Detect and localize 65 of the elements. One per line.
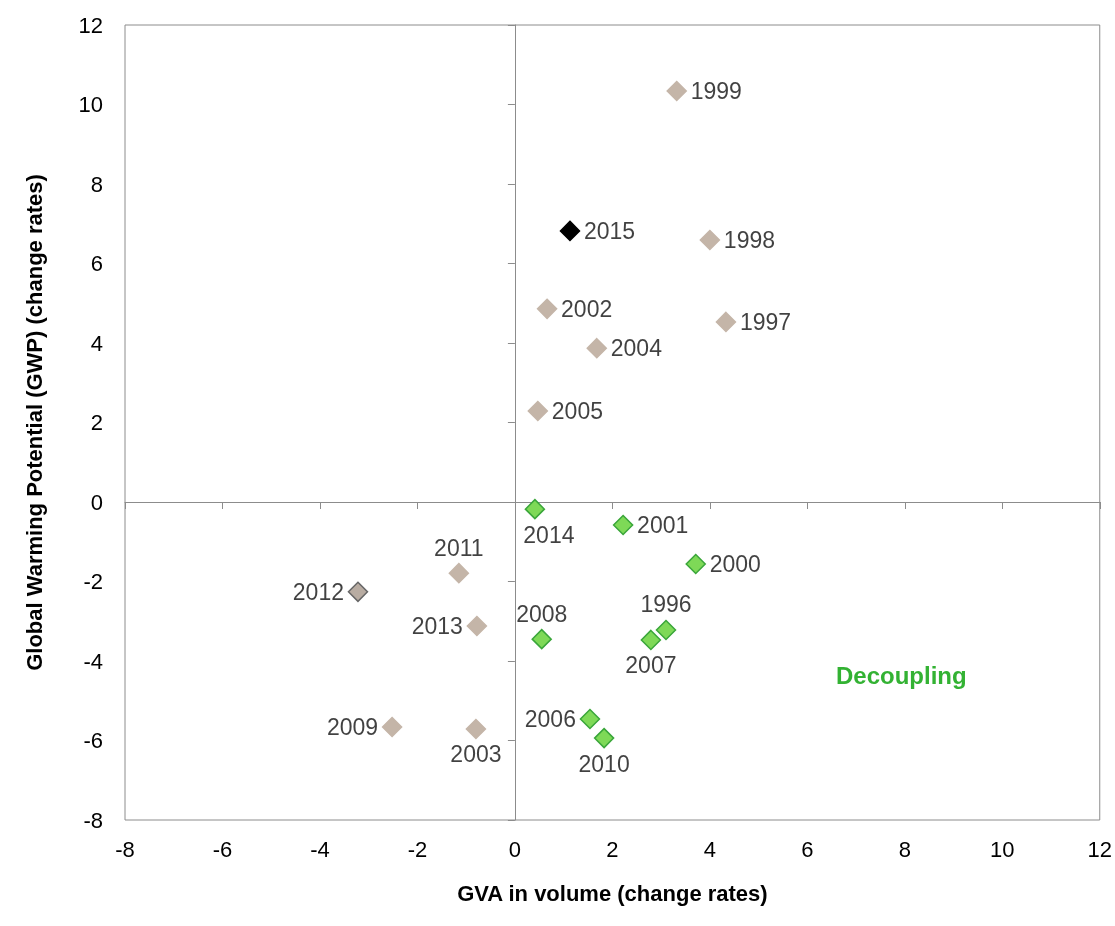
- annotation: 2015: [583, 217, 636, 244]
- x-tick-label: 10: [990, 836, 1015, 862]
- annotation: 1998: [723, 227, 776, 254]
- y-tick-label: 4: [90, 330, 103, 356]
- y-tick-label: 12: [78, 12, 103, 38]
- point: [465, 718, 487, 740]
- point: [466, 615, 488, 637]
- point: [666, 80, 687, 102]
- point: [448, 562, 470, 584]
- annotation: 2007: [625, 652, 677, 679]
- annotation: 2002: [561, 295, 613, 322]
- annotation: 1999: [690, 77, 742, 104]
- point: [536, 298, 558, 320]
- annotation: 2014: [523, 521, 575, 548]
- x-tick-label: 8: [898, 836, 911, 862]
- y-tick-label: 6: [90, 251, 103, 276]
- point: [347, 581, 369, 603]
- annotation: 2008: [516, 600, 568, 627]
- annotation: 2004: [610, 335, 663, 362]
- point: [715, 311, 737, 333]
- x-tick-label: 6: [801, 836, 814, 862]
- annotation: 2001: [637, 512, 689, 539]
- x-tick-label: 0: [508, 836, 522, 862]
- y-axis-title: Global Warming Potential (GWP) (change rates): [21, 174, 47, 671]
- annotation: 2003: [450, 741, 502, 768]
- point: [381, 716, 403, 738]
- y-tick-label: -8: [83, 807, 103, 833]
- annotation: 1997: [739, 308, 792, 335]
- annotation: 2000: [709, 551, 761, 578]
- annotation: 2005: [551, 397, 603, 424]
- annotation: 2006: [524, 706, 576, 733]
- point: [685, 553, 706, 575]
- point: [586, 337, 608, 359]
- point: [655, 619, 677, 641]
- x-tick-label: -6: [212, 836, 233, 862]
- x-tick-label: -8: [115, 836, 135, 862]
- annotation: 2009: [326, 713, 379, 740]
- y-tick-label: 10: [78, 92, 103, 117]
- y-tick-label: 2: [90, 410, 103, 435]
- y-tick-label: -2: [83, 569, 103, 594]
- x-tick-label: -2: [407, 836, 428, 862]
- x-tick-label: 2: [606, 836, 619, 862]
- point: [579, 708, 601, 730]
- x-axis-title: GVA in volume (change rates): [457, 880, 768, 906]
- point: [612, 514, 634, 536]
- annotation: 1996: [640, 591, 692, 618]
- y-tick-label: -6: [83, 728, 103, 753]
- y-tick-label: 0: [90, 489, 103, 515]
- y-tick-label: -4: [83, 648, 103, 674]
- point: [531, 628, 552, 650]
- point: [699, 229, 721, 251]
- annotation: 2011: [434, 534, 484, 561]
- point: [593, 727, 615, 749]
- y-tick-label: 8: [90, 171, 103, 197]
- point: [559, 220, 581, 242]
- x-tick-label: 12: [1087, 836, 1113, 862]
- x-tick-label: -4: [310, 836, 330, 862]
- x-tick-label: 4: [703, 836, 716, 862]
- annotation: 2013: [411, 613, 463, 640]
- point: [640, 629, 662, 651]
- annotation: 2012: [292, 578, 344, 605]
- point: [524, 498, 546, 520]
- annotation: Decoupling: [836, 661, 967, 689]
- annotation: 2010: [578, 750, 630, 777]
- point: [527, 400, 549, 422]
